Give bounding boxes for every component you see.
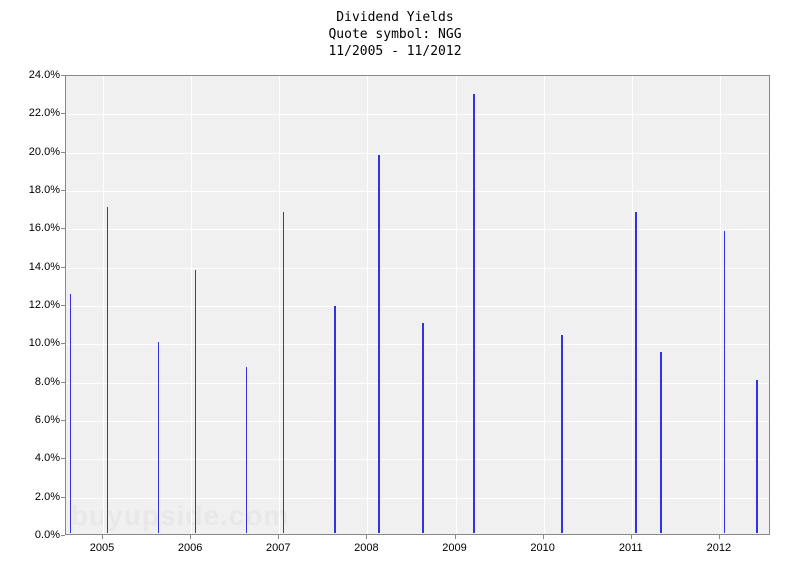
gridline-h <box>66 229 769 230</box>
y-tick-label: 12.0% <box>29 299 60 311</box>
gridline-h <box>66 383 769 384</box>
y-tick-label: 14.0% <box>29 261 60 273</box>
x-tick-label: 2011 <box>619 542 643 554</box>
data-bar <box>422 323 424 533</box>
gridline-h <box>66 114 769 115</box>
data-bar <box>283 212 285 533</box>
y-tick-mark <box>61 75 65 76</box>
data-bar <box>246 367 248 533</box>
y-tick-label: 18.0% <box>29 184 60 196</box>
x-tick-label: 2010 <box>530 542 554 554</box>
x-tick-label: 2008 <box>354 542 378 554</box>
x-tick-mark <box>719 535 720 539</box>
data-bar <box>756 380 758 533</box>
data-bar <box>660 352 662 533</box>
y-tick-mark <box>61 152 65 153</box>
y-tick-mark <box>61 420 65 421</box>
data-bar <box>561 335 563 533</box>
x-tick-mark <box>102 535 103 539</box>
title-line-3: 11/2005 - 11/2012 <box>0 44 790 61</box>
y-tick-mark <box>61 228 65 229</box>
gridline-v <box>191 76 192 534</box>
y-tick-label: 10.0% <box>29 337 60 349</box>
chart-container: Dividend Yields Quote symbol: NGG 11/200… <box>0 0 790 577</box>
gridline-v <box>456 76 457 534</box>
x-tick-label: 2012 <box>707 542 731 554</box>
data-bar <box>378 155 380 533</box>
gridline-h <box>66 306 769 307</box>
y-tick-mark <box>61 267 65 268</box>
gridline-v <box>544 76 545 534</box>
x-tick-mark <box>366 535 367 539</box>
gridline-h <box>66 268 769 269</box>
y-tick-label: 0.0% <box>35 529 60 541</box>
gridline-h <box>66 459 769 460</box>
gridline-h <box>66 344 769 345</box>
data-bar <box>70 294 72 533</box>
title-line-1: Dividend Yields <box>0 10 790 27</box>
plot-area: buyupside.com <box>65 75 770 535</box>
y-tick-mark <box>61 458 65 459</box>
y-tick-mark <box>61 382 65 383</box>
y-tick-mark <box>61 113 65 114</box>
gridline-h <box>66 191 769 192</box>
data-bar <box>195 270 197 533</box>
gridline-v <box>367 76 368 534</box>
gridline-v <box>103 76 104 534</box>
plot-area-wrapper: buyupside.com 0.0%2.0%4.0%6.0%8.0%10.0%1… <box>65 75 770 535</box>
y-tick-mark <box>61 305 65 306</box>
y-tick-mark <box>61 535 65 536</box>
data-bar <box>473 94 475 533</box>
title-line-2: Quote symbol: NGG <box>0 27 790 44</box>
y-tick-mark <box>61 190 65 191</box>
y-tick-label: 6.0% <box>35 414 60 426</box>
gridline-h <box>66 498 769 499</box>
gridline-v <box>279 76 280 534</box>
y-tick-mark <box>61 343 65 344</box>
y-tick-label: 24.0% <box>29 69 60 81</box>
gridline-v <box>720 76 721 534</box>
x-tick-label: 2006 <box>178 542 202 554</box>
data-bar <box>635 212 637 533</box>
y-tick-label: 20.0% <box>29 146 60 158</box>
x-tick-label: 2005 <box>90 542 114 554</box>
x-tick-mark <box>278 535 279 539</box>
gridline-v <box>632 76 633 534</box>
x-tick-mark <box>455 535 456 539</box>
y-tick-label: 2.0% <box>35 491 60 503</box>
y-tick-label: 4.0% <box>35 452 60 464</box>
y-tick-label: 22.0% <box>29 107 60 119</box>
data-bar <box>107 207 109 533</box>
chart-title-block: Dividend Yields Quote symbol: NGG 11/200… <box>0 0 790 61</box>
data-bar <box>724 231 726 533</box>
y-tick-label: 8.0% <box>35 376 60 388</box>
x-tick-label: 2007 <box>266 542 290 554</box>
x-tick-mark <box>631 535 632 539</box>
y-tick-label: 16.0% <box>29 222 60 234</box>
data-bar <box>334 306 336 533</box>
gridline-h <box>66 153 769 154</box>
x-tick-mark <box>543 535 544 539</box>
y-tick-mark <box>61 497 65 498</box>
x-tick-label: 2009 <box>442 542 466 554</box>
gridline-h <box>66 421 769 422</box>
data-bar <box>158 342 160 533</box>
x-tick-mark <box>190 535 191 539</box>
